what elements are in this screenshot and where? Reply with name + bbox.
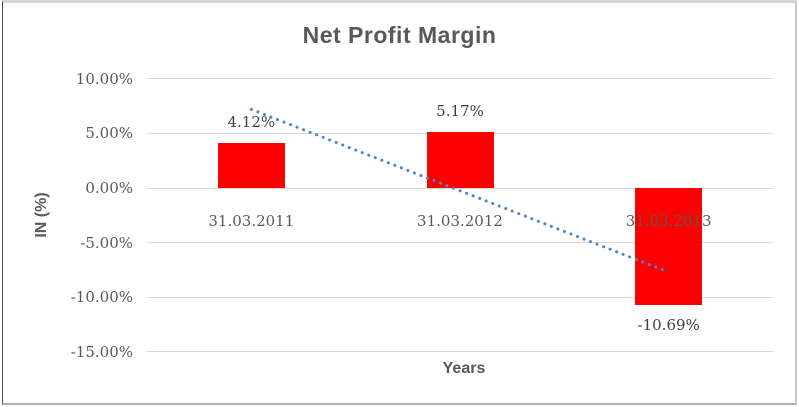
gridline <box>147 78 773 80</box>
y-tick-label: 5.00% <box>85 124 133 143</box>
gridline <box>147 351 773 353</box>
data-label: 5.17% <box>436 101 484 120</box>
chart-title: Net Profit Margin <box>302 22 497 48</box>
gridline <box>147 296 773 298</box>
data-label: 4.12% <box>227 113 276 131</box>
data-label: -10.69% <box>637 315 700 334</box>
category-label: 31.03.2013 <box>625 212 712 230</box>
y-tick-label: 0.00% <box>85 179 133 197</box>
bar <box>426 131 494 188</box>
y-tick-label: -10.00% <box>70 288 133 307</box>
y-tick-label: 10.00% <box>75 69 133 88</box>
y-tick-label: -15.00% <box>70 342 133 361</box>
bar <box>217 143 285 188</box>
bar <box>635 188 703 305</box>
y-axis-title: IN (%) <box>33 192 50 238</box>
y-tick-label: -5.00% <box>80 233 133 252</box>
category-label: 31.03.2011 <box>208 212 295 230</box>
x-axis-title: Years <box>442 360 486 377</box>
category-label: 31.03.2012 <box>417 212 503 230</box>
